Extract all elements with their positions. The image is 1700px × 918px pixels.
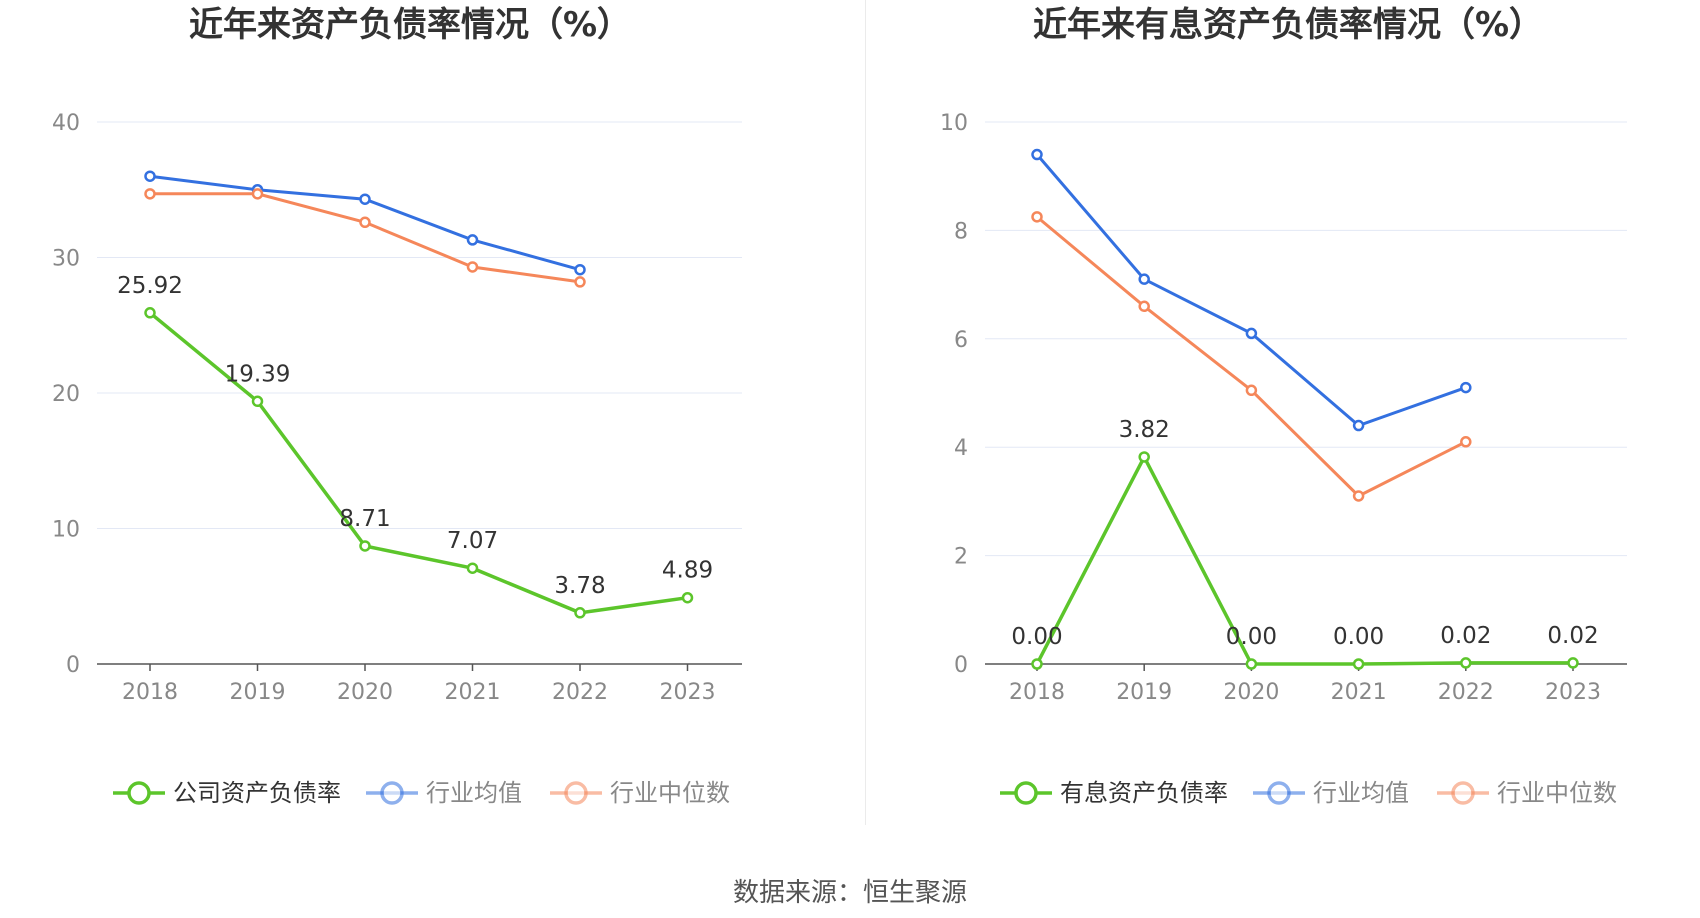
- data-point-industry_median: [1031, 211, 1043, 223]
- data-point-company: [251, 395, 264, 408]
- data-point-company: [1460, 657, 1472, 669]
- data-label: 8.71: [339, 506, 390, 532]
- data-label: 0.02: [1547, 623, 1598, 649]
- x-tick-label: 2020: [1223, 680, 1279, 705]
- chart-panel-2: 近年来有息资产负债率情况（%） 0 2 4 6 8 10 2018 2019 2020 2021 20…: [940, 5, 1627, 807]
- x-tick-label: 2023: [1545, 680, 1601, 705]
- data-label: 3.78: [554, 573, 605, 599]
- legend-label: 行业均值: [1313, 779, 1409, 807]
- data-label: 7.07: [447, 528, 498, 554]
- data-point-company: [1245, 658, 1258, 670]
- data-label: 0.00: [1333, 624, 1384, 650]
- legend-marker: [380, 781, 404, 805]
- legend-item-industry_median[interactable]: 行业中位数: [1437, 779, 1617, 807]
- legend-item-industry_avg[interactable]: 行业均值: [1253, 779, 1409, 807]
- legend-label: 行业均值: [426, 779, 522, 807]
- source-text: 数据来源：恒生聚源: [732, 878, 967, 908]
- y-tick-label: 2: [954, 545, 968, 570]
- data-point-company: [1138, 451, 1150, 463]
- data-point-industry_median: [1352, 490, 1365, 502]
- legend-label: 行业中位数: [1497, 779, 1617, 807]
- x-tick-label: 2021: [445, 680, 501, 705]
- data-point-industry_median: [466, 261, 479, 273]
- data-point-industry_avg: [359, 193, 371, 205]
- data-point-company: [1031, 658, 1043, 670]
- data-point-company: [1567, 657, 1579, 669]
- legend-item-industry_avg[interactable]: 行业均值: [366, 779, 522, 807]
- data-point-company: [1352, 658, 1365, 670]
- legend-marker: [564, 781, 588, 805]
- series-line-company: [1035, 453, 1573, 666]
- legend-label: 行业中位数: [610, 779, 730, 807]
- data-label: 0.02: [1440, 623, 1491, 649]
- data-point-industry_median: [574, 276, 586, 288]
- legend-label: 有息资产负债率: [1060, 779, 1228, 807]
- data-point-industry_avg: [574, 263, 586, 276]
- series-line-company: [148, 311, 688, 615]
- series-line-industry_median: [1036, 215, 1467, 498]
- data-point-industry_avg: [1245, 327, 1258, 340]
- data-point-industry_avg: [466, 234, 479, 246]
- y-tick-label: 10: [940, 111, 968, 136]
- data-point-industry_median: [1460, 436, 1472, 448]
- legend-marker: [1014, 781, 1038, 805]
- data-label: 25.92: [117, 273, 183, 299]
- x-tick-label: 2018: [1009, 680, 1065, 705]
- x-tick-label: 2022: [1438, 680, 1494, 705]
- data-label: 0.00: [1011, 624, 1062, 650]
- y-tick-label: 0: [66, 653, 80, 678]
- chart-title: 近年来资产负债率情况（%）: [189, 5, 631, 45]
- y-tick-label: 8: [954, 219, 968, 244]
- chart-title: 近年来有息资产负债率情况（%）: [1033, 5, 1543, 45]
- legend-item-company[interactable]: 有息资产负债率: [1000, 779, 1228, 807]
- y-tick-label: 0: [954, 653, 968, 678]
- data-label: 3.82: [1119, 417, 1170, 443]
- y-tick-label: 40: [52, 111, 80, 136]
- legend-marker: [127, 781, 151, 805]
- chart-divider: [865, 0, 866, 825]
- x-tick-label: 2023: [660, 680, 716, 705]
- legend-item-industry_median[interactable]: 行业中位数: [550, 779, 730, 807]
- data-point-industry_avg: [1460, 381, 1472, 394]
- data-point-industry_avg: [1031, 148, 1043, 161]
- y-tick-label: 30: [52, 247, 80, 272]
- x-tick-label: 2019: [230, 680, 286, 705]
- chart-panel-1: 近年来资产负债率情况（%） 0 10 20 30 40 2018 2019 2020 2021 20…: [52, 5, 742, 807]
- data-point-industry_avg: [1138, 273, 1150, 285]
- data-point-company: [144, 307, 156, 319]
- y-tick-label: 4: [954, 436, 968, 461]
- x-tick-label: 2019: [1116, 680, 1172, 705]
- y-tick-label: 6: [954, 328, 968, 353]
- data-label: 19.39: [225, 361, 291, 387]
- legend-label: 公司资产负债率: [173, 779, 341, 807]
- legend-marker: [1267, 781, 1291, 805]
- data-point-industry_median: [251, 188, 264, 200]
- x-tick-label: 2021: [1331, 680, 1387, 705]
- y-tick-label: 20: [52, 382, 80, 407]
- series-line-industry_median: [150, 192, 581, 284]
- data-point-industry_avg: [144, 170, 156, 182]
- data-point-industry_median: [1138, 300, 1150, 313]
- data-point-company: [466, 562, 479, 574]
- y-tick-label: 10: [52, 518, 80, 543]
- data-point-industry_median: [144, 188, 156, 200]
- data-point-company: [681, 591, 694, 604]
- legend-item-company[interactable]: 公司资产负债率: [113, 779, 341, 807]
- x-tick-label: 2020: [337, 680, 393, 705]
- data-point-industry_median: [1245, 384, 1258, 397]
- data-point-company: [574, 607, 586, 619]
- x-tick-label: 2022: [552, 680, 608, 705]
- data-label: 0.00: [1226, 624, 1277, 650]
- legend-marker: [1451, 781, 1475, 805]
- data-point-industry_median: [359, 216, 371, 229]
- x-tick-label: 2018: [122, 680, 178, 705]
- data-point-company: [359, 540, 371, 552]
- data-label: 4.89: [662, 558, 713, 584]
- data-point-industry_avg: [1352, 419, 1365, 432]
